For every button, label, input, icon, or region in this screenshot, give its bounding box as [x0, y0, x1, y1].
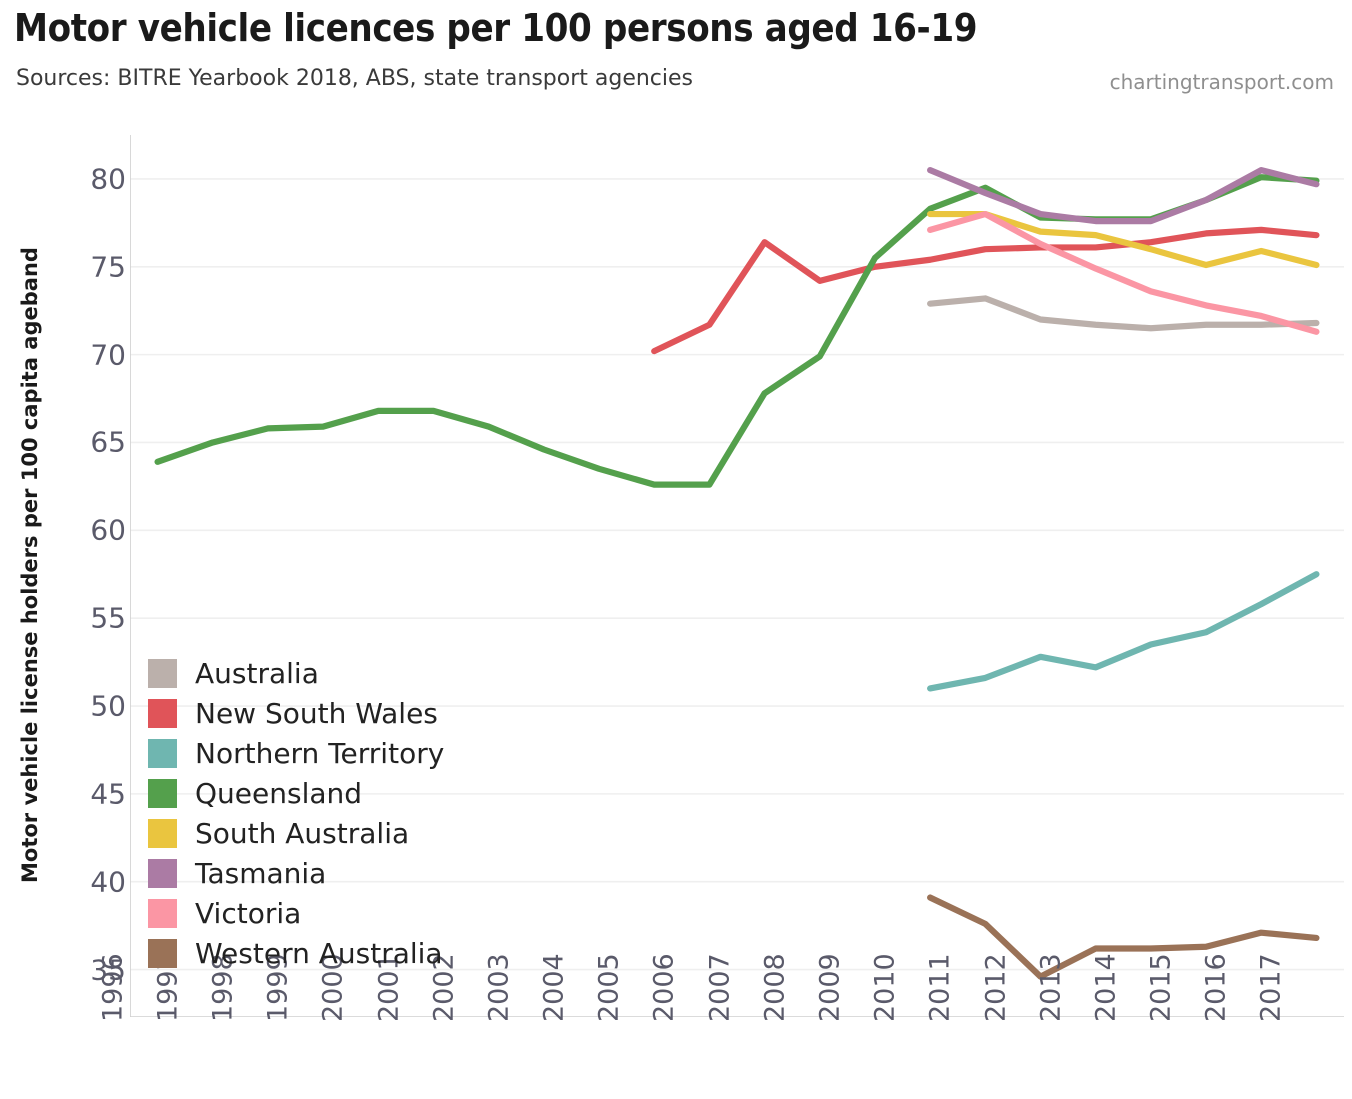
- legend-item-south-australia[interactable]: South Australia: [148, 813, 444, 853]
- x-tick-label: 2003: [483, 953, 515, 1022]
- legend-item-australia[interactable]: Australia: [148, 653, 444, 693]
- y-tick-label: 35: [90, 953, 126, 987]
- legend-item-label: Australia: [195, 656, 319, 690]
- plot-area: [130, 135, 1344, 1017]
- line-chart-svg: [130, 135, 1344, 1017]
- watermark-attribution: chartingtransport.com: [1109, 70, 1334, 94]
- legend-swatch-icon: [148, 738, 177, 768]
- x-tick-label: 2007: [704, 953, 736, 1022]
- legend-item-new-south-wales[interactable]: New South Wales: [148, 693, 444, 733]
- legend-item-tasmania[interactable]: Tasmania: [148, 853, 444, 893]
- chart-subtitle: Sources: BITRE Yearbook 2018, ABS, state…: [16, 66, 694, 91]
- y-tick-label: 55: [90, 601, 126, 635]
- page-title: Motor vehicle licences per 100 persons a…: [14, 6, 978, 50]
- series-line-victoria: [927, 210, 1320, 335]
- legend-item-label: Victoria: [195, 896, 302, 930]
- chart-legend: Australia New South Wales Northern Territo…: [148, 653, 444, 973]
- x-tick-label: 2016: [1200, 953, 1232, 1022]
- x-tick-label: 2013: [1035, 953, 1067, 1022]
- x-tick-label: 1996: [97, 953, 129, 1022]
- legend-item-label: Northern Territory: [195, 736, 445, 770]
- legend-item-label: South Australia: [195, 816, 410, 850]
- legend-item-victoria[interactable]: Victoria: [148, 893, 444, 933]
- legend-item-label: New South Wales: [195, 696, 438, 730]
- legend-swatch-icon: [148, 658, 177, 688]
- y-axis-tick-labels: 35 40 45 50 55 60 65 70 75 80: [40, 135, 126, 1017]
- legend-item-label: Western Australia: [195, 936, 443, 970]
- legend-swatch-icon: [148, 698, 177, 728]
- y-tick-label: 45: [90, 777, 126, 811]
- series-lines: [154, 167, 1320, 980]
- y-tick-label: 40: [90, 865, 126, 899]
- legend-swatch-icon: [148, 938, 177, 968]
- legend-swatch-icon: [148, 858, 177, 888]
- x-tick-label: 2004: [538, 953, 570, 1022]
- x-tick-label: 2010: [869, 953, 901, 1022]
- x-tick-label: 2009: [814, 953, 846, 1022]
- legend-item-northern-territory[interactable]: Northern Territory: [148, 733, 444, 773]
- x-tick-label: 2006: [648, 953, 680, 1022]
- x-axis-tick-labels: 1996 1997 1998 1999 2000 2001 2002 2003 2004 2005…: [97, 953, 1344, 1099]
- series-line-northern-territory: [927, 571, 1320, 692]
- y-tick-label: 80: [90, 162, 126, 196]
- legend-swatch-icon: [148, 778, 177, 808]
- x-tick-label: 2012: [980, 953, 1011, 1022]
- y-tick-label: 70: [90, 338, 126, 372]
- y-tick-label: 60: [90, 513, 126, 547]
- legend-item-western-australia[interactable]: Western Australia: [148, 933, 444, 973]
- legend-item-label: Tasmania: [195, 856, 327, 890]
- legend-swatch-icon: [148, 818, 177, 848]
- legend-item-queensland[interactable]: Queensland: [148, 773, 444, 813]
- y-tick-label: 75: [90, 250, 126, 284]
- series-line-new-south-wales: [651, 226, 1320, 355]
- legend-swatch-icon: [148, 898, 177, 928]
- series-line-tasmania: [927, 167, 1320, 225]
- x-tick-label: 2017: [1255, 953, 1287, 1022]
- x-tick-label: 2008: [759, 953, 791, 1022]
- gridlines: [130, 178, 1344, 971]
- x-tick-label: 2005: [593, 953, 625, 1022]
- series-line-western-australia: [927, 894, 1320, 980]
- x-tick-label: 2011: [924, 953, 956, 1022]
- x-tick-label: 2015: [1145, 953, 1177, 1022]
- y-tick-label: 50: [90, 689, 126, 723]
- series-line-australia: [927, 295, 1320, 332]
- y-tick-label: 65: [90, 425, 126, 459]
- legend-item-label: Queensland: [195, 776, 363, 810]
- x-tick-label: 2014: [1090, 953, 1122, 1022]
